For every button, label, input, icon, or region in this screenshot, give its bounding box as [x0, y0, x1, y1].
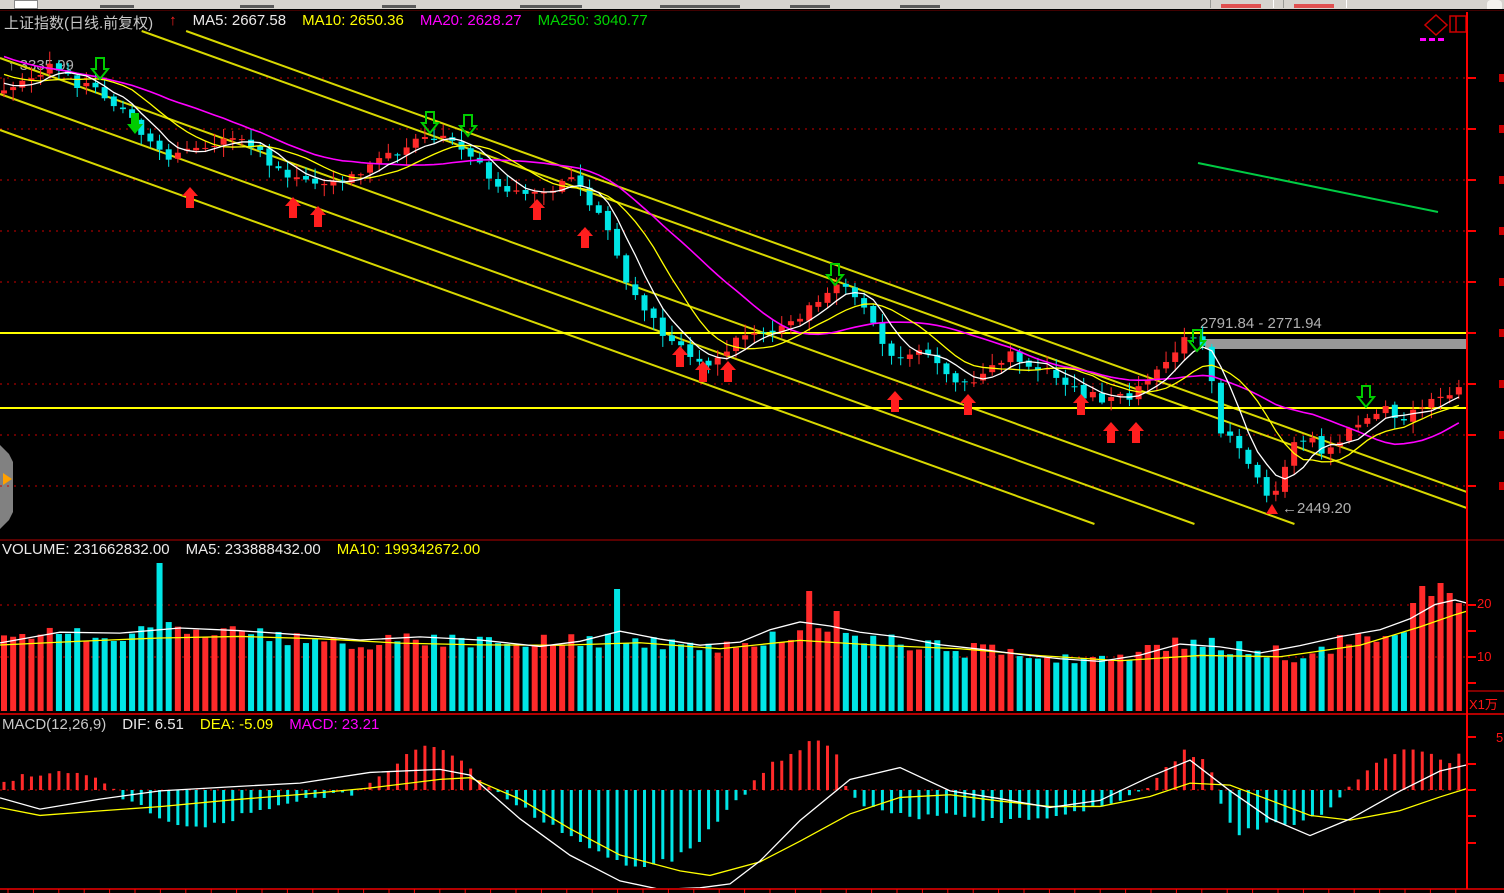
magenta-dashes-icon — [1420, 38, 1444, 41]
macd-axis-label: 5 — [1496, 730, 1504, 745]
toolbar-strip — [0, 0, 1504, 9]
ma250-value: MA250: 3040.77 — [537, 12, 648, 29]
low-price-label: ←2449.20 — [1282, 500, 1352, 517]
toolbar-button-remnant[interactable] — [1283, 0, 1347, 8]
menu-remnant[interactable] — [100, 5, 134, 8]
menu-remnant[interactable] — [790, 5, 830, 8]
menu-remnant[interactable] — [900, 5, 940, 8]
ma20-value: MA20: 2628.27 — [419, 12, 522, 29]
menu-remnant[interactable] — [240, 5, 274, 8]
toolbar-logo-remnant[interactable] — [14, 0, 38, 9]
menu-remnant[interactable] — [520, 5, 582, 8]
chart-tool-icons — [1418, 12, 1474, 44]
toolbar-button-remnant[interactable] — [1210, 0, 1274, 8]
macd-title: MACD(12,26,9) — [2, 716, 107, 733]
ma10-value: MA10: 2650.36 — [302, 12, 404, 29]
menu-remnant[interactable] — [382, 5, 416, 8]
dea-value: DEA: -5.09 — [199, 716, 274, 733]
volume-value: VOLUME: 231662832.00 — [2, 541, 170, 558]
volume-unit-label: X1万 — [1469, 697, 1498, 712]
volume-ma5-value: MA5: 233888432.00 — [185, 541, 321, 558]
macd-value: MACD: 23.21 — [289, 716, 380, 733]
toolbar-corner-remnant — [1487, 0, 1502, 9]
dif-value: DIF: 6.51 — [122, 716, 184, 733]
trend-up-arrow-icon: ↑ — [169, 12, 177, 29]
macd-header: MACD(12,26,9) DIF: 6.51 DEA: -5.09 MACD:… — [2, 716, 379, 733]
menu-remnant[interactable] — [660, 5, 740, 8]
gap-price-label: 2791.84 - 2771.94 — [1200, 315, 1322, 332]
volume-axis-label-10: 10 — [1477, 649, 1492, 664]
volume-header: VOLUME: 231662832.00 MA5: 233888432.00 M… — [2, 541, 480, 558]
diamond-icon[interactable] — [1423, 13, 1449, 37]
main-chart-header: 上证指数(日线.前复权) ↑ MA5: 2667.58 MA10: 2650.3… — [4, 12, 648, 33]
expand-arrow-icon — [3, 473, 12, 485]
divider — [0, 10, 1504, 11]
sidebar-expand-handle[interactable] — [0, 445, 16, 529]
volume-axis-label-20: 20 — [1477, 596, 1492, 611]
ma5-value: MA5: 2667.58 — [192, 12, 287, 29]
symbol-title[interactable]: 上证指数(日线.前复权) — [4, 15, 154, 32]
volume-ma10-value: MA10: 199342672.00 — [336, 541, 481, 558]
